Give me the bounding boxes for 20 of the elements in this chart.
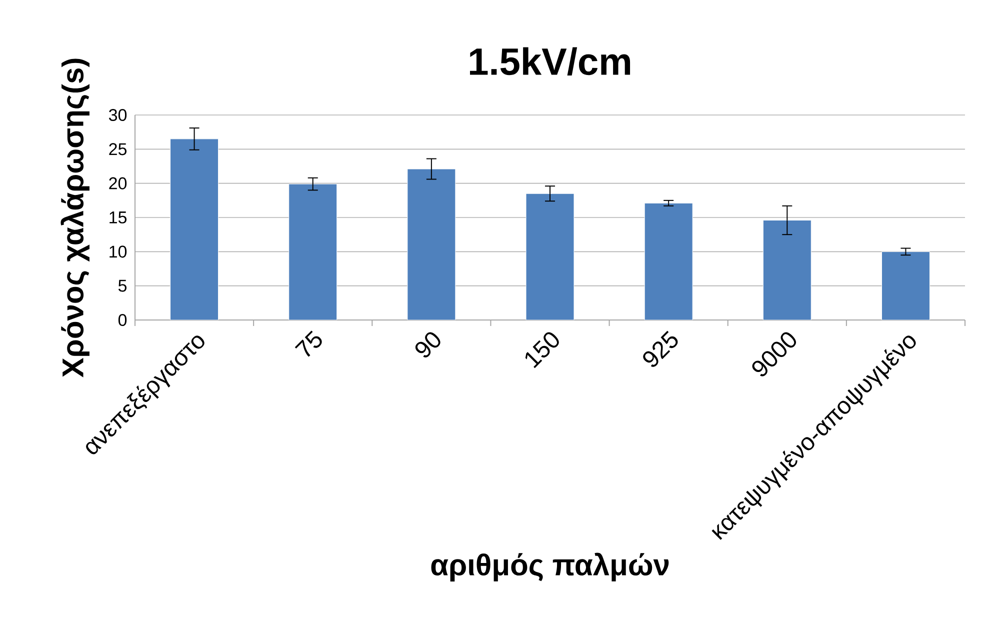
bar: [762, 220, 812, 320]
y-tick-label: 15: [110, 212, 127, 224]
bar: [881, 251, 930, 320]
x-axis-title: αριθμός παλμών: [431, 552, 669, 582]
y-tick-label: 5: [118, 280, 127, 292]
bar: [407, 168, 456, 320]
x-tick-label: 925: [643, 330, 678, 367]
x-tick-label: 90: [415, 332, 440, 358]
y-tick-label: 10: [110, 246, 127, 258]
chart-title: 1.5kV/cm: [470, 47, 630, 76]
x-tick-label: 75: [294, 330, 322, 357]
bar: [644, 202, 693, 320]
bar: [288, 184, 338, 320]
y-tick-label: 25: [109, 143, 127, 156]
bar: [526, 193, 574, 320]
y-tick-label: 0: [118, 314, 127, 326]
x-tick-label: 150: [525, 332, 559, 368]
y-tick-label: 20: [109, 177, 127, 190]
bar: [170, 138, 219, 320]
y-tick-label: 30: [108, 108, 127, 122]
